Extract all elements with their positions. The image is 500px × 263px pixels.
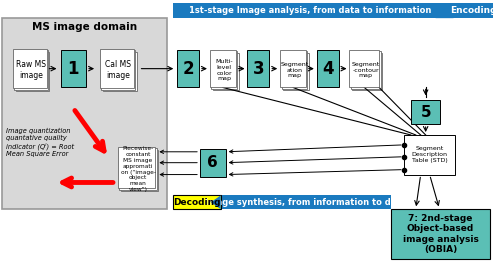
Bar xyxy=(391,209,490,259)
Text: Piecewise-
constant
MS image
appromati
on (“image-
object
mean
view”): Piecewise- constant MS image appromati o… xyxy=(120,146,156,192)
Bar xyxy=(102,50,135,90)
Text: 5: 5 xyxy=(420,105,431,120)
Text: 2: 2 xyxy=(182,60,194,78)
Text: Decoding: Decoding xyxy=(173,198,220,207)
Text: Image quantization
quantative quality
indicator (Qᴵ) = Root
Mean Square Error: Image quantization quantative quality in… xyxy=(6,128,74,157)
Bar xyxy=(103,52,136,92)
Bar xyxy=(2,18,168,209)
Bar xyxy=(121,150,158,191)
Bar xyxy=(177,50,199,88)
Polygon shape xyxy=(211,195,220,209)
Bar xyxy=(213,53,238,90)
Bar xyxy=(173,195,220,209)
Text: 6: 6 xyxy=(208,155,218,170)
Bar xyxy=(210,50,236,88)
Text: Segment
-contour
map: Segment -contour map xyxy=(352,62,380,78)
Bar xyxy=(248,50,269,88)
Text: MS image domain: MS image domain xyxy=(32,22,136,32)
Text: Segment
Description
Table (STD): Segment Description Table (STD) xyxy=(412,146,448,163)
Bar xyxy=(16,52,50,92)
Bar xyxy=(220,195,391,209)
Text: 1st-stage Image analysis, from data to information: 1st-stage Image analysis, from data to i… xyxy=(188,6,431,15)
Bar xyxy=(13,49,46,88)
Bar xyxy=(352,53,382,90)
Text: Encoding: Encoding xyxy=(450,6,496,15)
Bar xyxy=(212,51,237,89)
Text: Cal MS
image: Cal MS image xyxy=(106,60,132,80)
Bar xyxy=(317,50,338,88)
Text: 1: 1 xyxy=(68,60,79,78)
Text: Multi-
level
color
map: Multi- level color map xyxy=(216,59,233,81)
Bar xyxy=(351,51,380,89)
Bar xyxy=(61,50,86,88)
Bar xyxy=(411,100,440,124)
Text: 4: 4 xyxy=(322,60,334,78)
Text: Raw MS
image: Raw MS image xyxy=(16,60,46,80)
Bar xyxy=(173,3,454,18)
Bar xyxy=(200,149,226,176)
Polygon shape xyxy=(436,3,464,18)
Bar xyxy=(282,51,308,89)
Bar xyxy=(100,49,134,88)
Bar xyxy=(118,147,156,188)
Bar xyxy=(283,53,309,90)
Text: 3: 3 xyxy=(252,60,264,78)
Text: Image synthesis, from information to data: Image synthesis, from information to dat… xyxy=(206,198,406,207)
Bar xyxy=(350,50,379,88)
Bar xyxy=(120,148,157,190)
Text: Segment
ation
map: Segment ation map xyxy=(280,62,308,78)
Bar xyxy=(454,3,493,18)
Text: 7: 2nd-stage
Object-based
image analysis
(OBIA): 7: 2nd-stage Object-based image analysis… xyxy=(402,214,478,254)
Bar xyxy=(404,135,456,175)
Bar xyxy=(14,50,48,90)
Bar xyxy=(280,50,306,88)
